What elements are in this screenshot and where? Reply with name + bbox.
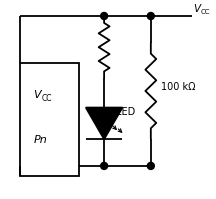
Bar [20, 63, 79, 176]
Circle shape [101, 13, 108, 20]
Text: $V$: $V$ [193, 2, 202, 14]
Circle shape [147, 13, 154, 20]
Text: LED: LED [116, 107, 135, 117]
Text: CC: CC [200, 9, 210, 15]
Text: CC: CC [42, 94, 52, 103]
Text: Pn: Pn [33, 135, 47, 144]
Circle shape [147, 162, 154, 169]
Text: 100 kΩ: 100 kΩ [160, 82, 195, 92]
Text: $V$: $V$ [33, 88, 43, 100]
Circle shape [101, 162, 108, 169]
Polygon shape [86, 108, 122, 139]
